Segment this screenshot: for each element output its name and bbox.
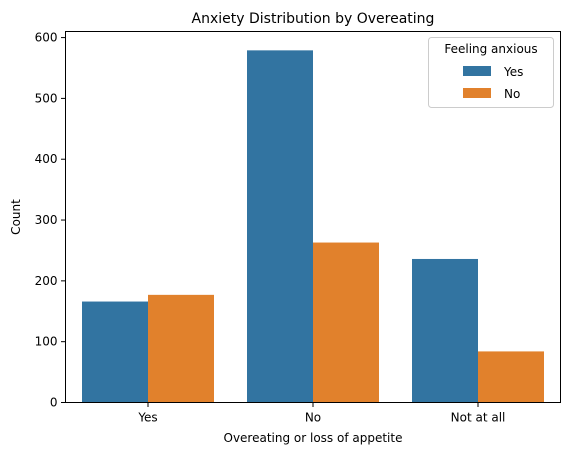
legend-label-no: No — [504, 87, 520, 101]
bar-no-yes — [247, 50, 313, 403]
legend-swatch-yes — [463, 66, 491, 76]
y-tick-label: 500 — [35, 91, 58, 105]
y-axis-label: Count — [9, 199, 23, 235]
y-tick-label: 100 — [35, 335, 58, 349]
plot-frame — [65, 31, 561, 403]
y-tick-label: 400 — [35, 152, 58, 166]
x-axis: Yes No Not at all — [137, 402, 506, 425]
legend: Feeling anxious Yes No — [428, 37, 554, 108]
legend-swatch-no — [463, 88, 491, 98]
bars-group — [82, 50, 544, 403]
bar-yes-no — [148, 294, 214, 403]
legend-label-yes: Yes — [503, 65, 523, 79]
legend-title: Feeling anxious — [444, 42, 537, 56]
y-tick-label: 200 — [35, 274, 58, 288]
bar-no-no — [313, 242, 379, 403]
x-tick-label: No — [305, 411, 321, 425]
y-tick-label: 0 — [50, 396, 58, 410]
y-axis: 0 100 200 300 400 500 600 — [35, 31, 66, 410]
y-tick-label: 300 — [35, 213, 58, 227]
chart-title: Anxiety Distribution by Overeating — [192, 11, 435, 27]
y-tick-label: 600 — [35, 31, 58, 45]
x-axis-label: Overeating or loss of appetite — [224, 431, 403, 445]
bar-not-at-all-no — [478, 351, 544, 403]
x-tick-label: Yes — [137, 411, 157, 425]
x-tick-label: Not at all — [451, 411, 506, 425]
bar-not-at-all-yes — [412, 258, 478, 403]
bar-yes-yes — [82, 301, 148, 403]
